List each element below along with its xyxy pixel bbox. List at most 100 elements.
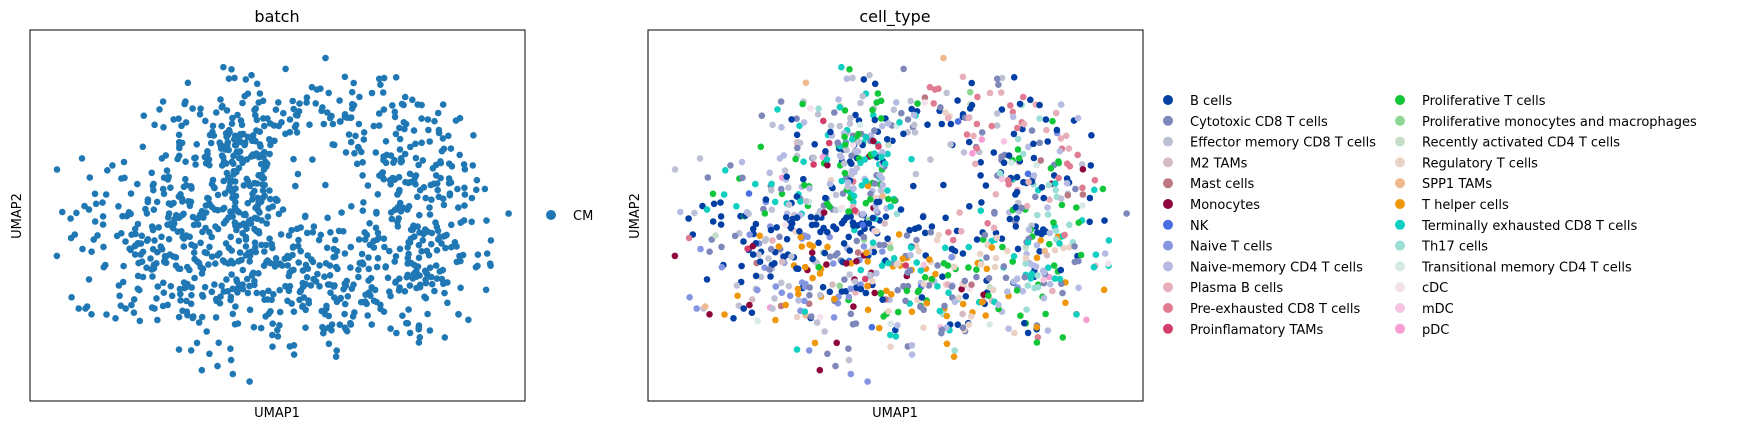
cell-type-data-point	[880, 241, 888, 249]
cell-type-data-point	[745, 190, 753, 197]
batch-data-point	[160, 124, 167, 131]
batch-data-point	[275, 261, 283, 268]
batch-data-point	[192, 154, 199, 161]
batch-data-point	[323, 302, 330, 310]
cell-type-data-point	[806, 291, 813, 299]
cell-type-data-point	[871, 180, 879, 187]
cell-type-data-point	[883, 136, 891, 143]
cell-type-data-point	[860, 243, 868, 250]
batch-data-point	[469, 162, 477, 169]
batch-data-point	[370, 244, 378, 251]
batch-data-point	[94, 232, 101, 239]
batch-data-point	[388, 215, 396, 223]
cell-type-data-point	[893, 210, 901, 218]
batch-data-point	[290, 105, 298, 113]
batch-data-point	[227, 233, 234, 241]
cell-type-data-point	[1044, 204, 1051, 211]
batch-data-point	[438, 240, 445, 247]
batch-data-point	[198, 313, 206, 321]
batch-data-point	[355, 120, 363, 128]
batch-data-point	[392, 74, 400, 81]
cell-type-data-point	[857, 159, 864, 167]
batch-data-point	[202, 117, 209, 125]
cell-type-data-point	[1044, 327, 1052, 334]
cell-type-data-point	[1016, 100, 1024, 108]
cell-type-data-point	[902, 262, 910, 269]
batch-data-point	[246, 306, 254, 314]
batch-data-point	[416, 272, 423, 279]
cell-type-legend-label: cDC	[1422, 281, 1448, 296]
batch-data-point	[219, 153, 227, 161]
batch-data-point	[308, 83, 316, 91]
batch-data-point	[453, 243, 460, 250]
cell-type-data-point	[900, 282, 907, 290]
batch-data-point	[259, 115, 267, 122]
batch-data-point	[290, 342, 298, 349]
batch-data-point	[366, 220, 373, 227]
cell-type-data-point	[879, 181, 886, 189]
batch-data-point	[265, 136, 273, 143]
cell-type-data-point	[878, 153, 885, 161]
batch-data-point	[120, 158, 128, 166]
cell-type-data-point	[1024, 329, 1032, 337]
cell-type-data-point	[1051, 275, 1059, 282]
batch-data-point	[183, 308, 191, 316]
batch-data-point	[413, 284, 420, 292]
batch-data-point	[327, 229, 334, 236]
cell-type-data-point	[1058, 201, 1066, 209]
cell-type-data-point	[830, 223, 837, 230]
cell-type-data-point	[1005, 181, 1012, 188]
batch-data-point	[261, 248, 268, 255]
batch-data-point	[229, 213, 236, 220]
cell-type-data-point	[1090, 263, 1098, 271]
cell-type-data-point	[841, 169, 849, 177]
batch-data-point	[276, 286, 284, 294]
batch-data-point	[103, 311, 110, 318]
cell-type-data-point	[801, 181, 808, 189]
batch-data-point	[352, 132, 359, 140]
batch-data-point	[468, 218, 476, 226]
batch-data-point	[415, 241, 423, 249]
batch-data-point	[229, 285, 236, 293]
batch-data-point	[215, 339, 222, 347]
cell-type-data-point	[739, 174, 746, 182]
batch-data-point	[175, 193, 183, 200]
cell-type-data-point	[846, 66, 853, 73]
cell-type-data-point	[925, 282, 933, 289]
cell-type-data-point	[717, 213, 725, 220]
cell-type-data-point	[891, 197, 898, 204]
batch-data-point	[230, 136, 238, 143]
batch-data-point	[272, 106, 280, 113]
batch-data-point	[460, 161, 468, 168]
cell-type-legend-marker	[1163, 178, 1173, 189]
batch-data-point	[341, 310, 348, 318]
batch-data-point	[336, 118, 344, 125]
batch-data-point	[303, 229, 311, 237]
cell-type-data-point	[1056, 147, 1064, 155]
batch-data-point	[259, 187, 267, 194]
cell-type-data-point	[871, 127, 878, 134]
batch-data-point	[246, 282, 253, 290]
cell-type-legend-label: Effector memory CD8 T cells	[1190, 136, 1376, 151]
cell-type-data-point	[885, 308, 892, 315]
cell-type-data-point	[801, 297, 808, 305]
cell-type-data-point	[948, 253, 955, 261]
batch-data-point	[308, 256, 315, 263]
batch-data-point	[303, 99, 310, 106]
cell-type-data-point	[1041, 247, 1049, 255]
batch-data-point	[468, 194, 476, 202]
cell-type-data-point	[671, 252, 679, 260]
batch-data-point	[227, 208, 234, 215]
batch-data-point	[102, 191, 110, 198]
cell-type-data-point	[984, 220, 991, 227]
cell-type-data-point	[876, 171, 883, 179]
batch-data-point	[320, 329, 327, 337]
batch-data-point	[372, 224, 380, 232]
batch-data-point	[252, 248, 260, 256]
batch-data-point	[405, 306, 412, 313]
batch-data-point	[329, 120, 337, 128]
cell-type-legend-marker	[1395, 95, 1405, 105]
batch-data-point	[445, 132, 452, 140]
cell-type-data-point	[1047, 165, 1055, 172]
cell-type-data-point	[908, 105, 915, 113]
